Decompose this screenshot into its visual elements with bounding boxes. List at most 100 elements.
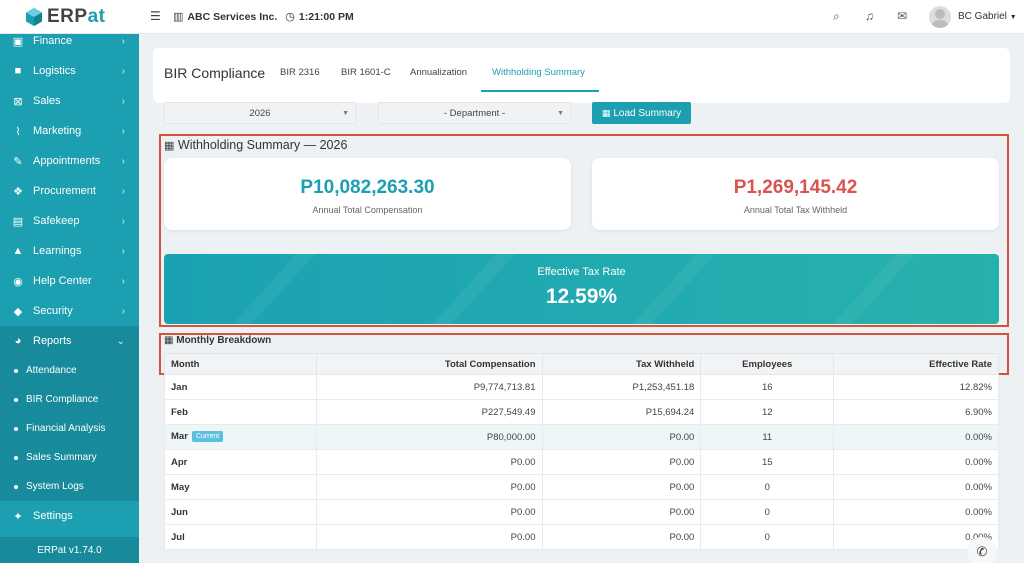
cell-tax-withheld: P0.00 — [541, 474, 702, 500]
sidebar-subitem-system-logs[interactable]: System Logs — [0, 472, 139, 501]
cell-total-compensation: P0.00 — [315, 449, 543, 475]
company-name[interactable]: ABC Services Inc. — [187, 10, 278, 23]
table-row: Apr P0.00 P0.00 15 0.00% — [164, 449, 999, 475]
summary-highlight-box — [159, 134, 1009, 327]
cell-employees: 0 — [700, 474, 835, 500]
sidebar-item-procurement[interactable]: ❖ Procurement › — [0, 176, 139, 206]
monthly-breakdown-table: Month Total Compensation Tax Withheld Em… — [164, 353, 999, 550]
sidebar-item-appointments[interactable]: ✎ Appointments › — [0, 146, 139, 176]
sidebar-item-label: Appointments — [33, 155, 101, 167]
breakdown-title-text: Monthly Breakdown — [176, 335, 272, 346]
cell-month: Apr — [164, 449, 317, 475]
sidebar-item-label: Sales — [33, 95, 61, 107]
envelope-icon[interactable]: ✉ — [897, 9, 908, 23]
avatar[interactable] — [929, 6, 951, 28]
caret-down-icon: ▼ — [342, 109, 349, 117]
building-icon: ▥ — [173, 11, 184, 23]
cell-tax-withheld: P0.00 — [541, 524, 702, 550]
bullet-icon — [14, 368, 18, 373]
clock-time: 1:21:00 PM — [298, 10, 354, 23]
sidebar-item-learnings[interactable]: ▲ Learnings › — [0, 236, 139, 266]
sidebar-item-marketing[interactable]: ⌇ Marketing › — [0, 116, 139, 146]
tab-withholding-summary[interactable]: Withholding Summary — [492, 67, 585, 78]
sidebar-subitem-attendance[interactable]: Attendance — [0, 356, 139, 385]
cart-icon: ⊠ — [13, 95, 23, 108]
cell-employees: 0 — [700, 524, 835, 550]
load-summary-label: Load Summary — [613, 107, 682, 119]
col-header-tax-withheld[interactable]: Tax Withheld — [541, 353, 702, 375]
col-header-employees[interactable]: Employees — [700, 353, 835, 375]
annual-compensation-card: P10,082,263.30 Annual Total Compensation — [164, 158, 571, 230]
annual-compensation-label: Annual Total Compensation — [312, 205, 423, 215]
subitem-label: System Logs — [26, 481, 84, 492]
archive-icon: ▤ — [12, 215, 24, 228]
chevron-right-icon: › — [121, 245, 125, 257]
sidebar-item-help-center[interactable]: ◉ Help Center › — [0, 266, 139, 296]
cell-total-compensation: P0.00 — [315, 524, 543, 550]
sidebar-item-reports[interactable]: ◕ Reports ⌄ — [0, 326, 139, 356]
bullet-icon — [14, 426, 18, 431]
calendar-icon: ▦ — [164, 335, 174, 346]
cell-month: Mar Current — [164, 424, 317, 450]
subitem-label: Sales Summary — [26, 452, 97, 463]
annual-tax-amount: P1,269,145.42 — [733, 177, 858, 198]
load-summary-button[interactable]: ▦ Load Summary — [592, 102, 691, 124]
annual-tax-label: Annual Total Tax Withheld — [743, 205, 848, 215]
sidebar-item-logistics[interactable]: ■ Logistics › — [0, 56, 139, 86]
sidebar-item-finance[interactable]: ▣ Finance › — [0, 26, 139, 56]
bell-icon[interactable]: ♫ — [865, 9, 874, 23]
search-icon[interactable]: ⌕ — [833, 9, 840, 23]
sidebar-item-label: Settings — [33, 510, 73, 522]
year-select-value: 2026 — [249, 107, 271, 119]
table-icon: ▦ — [601, 107, 611, 118]
cell-tax-withheld: P15,694.24 — [541, 399, 702, 425]
subitem-label: Financial Analysis — [26, 423, 106, 434]
cell-employees: 11 — [700, 424, 835, 450]
top-bar: ☰ ▥ ABC Services Inc. ◷ 1:21:00 PM ⌕ ♫ ✉ — [139, 0, 1024, 34]
sidebar-item-settings[interactable]: ✦ Settings — [0, 501, 139, 531]
page-title: BIR Compliance — [164, 65, 266, 81]
table-icon: ▦ — [164, 140, 175, 152]
line-chart-icon: ⌇ — [15, 125, 21, 138]
chevron-right-icon: › — [121, 35, 125, 47]
edit-icon: ✎ — [13, 155, 23, 168]
chat-button[interactable]: ✆ — [967, 537, 997, 563]
sidebar-item-label: Help Center — [33, 275, 92, 287]
tab-annualization[interactable]: Annualization — [410, 67, 468, 78]
chevron-right-icon: › — [121, 95, 125, 107]
brand-logo[interactable]: ERPat — [0, 0, 139, 34]
year-select[interactable]: 2026 ▼ — [164, 102, 356, 124]
tab-bir-2316[interactable]: BIR 2316 — [280, 67, 320, 78]
user-menu[interactable]: BC Gabriel ▼ — [958, 11, 1017, 22]
shield-icon: ◆ — [13, 305, 23, 318]
sidebar-subitem-bir-compliance[interactable]: BIR Compliance — [0, 385, 139, 414]
table-header-row: Month Total Compensation Tax Withheld Em… — [164, 353, 999, 375]
effective-tax-rate-label: Effective Tax Rate — [537, 266, 626, 278]
tab-bir-1601c[interactable]: BIR 1601-C — [341, 67, 391, 78]
sidebar-subitem-sales-summary[interactable]: Sales Summary — [0, 443, 139, 472]
cell-total-compensation: P0.00 — [315, 474, 543, 500]
chevron-right-icon: › — [121, 125, 125, 137]
banner-pattern — [232, 254, 916, 324]
cubes-icon: ❖ — [13, 185, 23, 198]
sidebar-item-sales[interactable]: ⊠ Sales › — [0, 86, 139, 116]
sidebar-item-security[interactable]: ◆ Security › — [0, 296, 139, 326]
chevron-right-icon: › — [121, 215, 125, 227]
effective-tax-rate-banner: Effective Tax Rate 12.59% — [164, 254, 999, 324]
sidebar-item-label: Finance — [33, 35, 73, 47]
subitem-label: Attendance — [26, 365, 77, 376]
breakdown-title: ▦ Monthly Breakdown — [164, 335, 271, 346]
summary-title-text: Withholding Summary — 2026 — [177, 138, 348, 152]
sidebar-item-safekeep[interactable]: ▤ Safekeep › — [0, 206, 139, 236]
effective-tax-rate-value: 12.59% — [545, 285, 618, 308]
cell-effective-rate: 0.00% — [833, 424, 999, 450]
sidebar-subitem-financial-analysis[interactable]: Financial Analysis — [0, 414, 139, 443]
app-version: ERPat v1.74.0 — [0, 537, 139, 563]
col-header-total-compensation[interactable]: Total Compensation — [315, 353, 543, 375]
sidebar-item-label: Security — [33, 305, 73, 317]
col-header-month[interactable]: Month — [164, 353, 317, 375]
col-header-effective-rate[interactable]: Effective Rate — [833, 353, 999, 375]
menu-toggle-icon[interactable]: ☰ — [150, 9, 161, 23]
department-select[interactable]: - Department - ▼ — [378, 102, 571, 124]
bullet-icon — [14, 484, 18, 489]
